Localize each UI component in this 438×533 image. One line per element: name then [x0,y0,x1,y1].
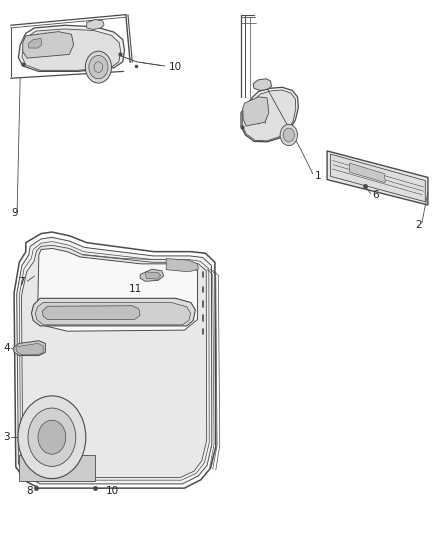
Polygon shape [23,31,74,58]
Polygon shape [17,237,212,484]
Polygon shape [243,97,269,126]
Text: 4: 4 [3,343,10,353]
Polygon shape [327,151,428,205]
Polygon shape [18,25,124,71]
Polygon shape [28,38,42,48]
Circle shape [283,128,294,142]
Polygon shape [19,241,209,480]
Polygon shape [350,163,385,183]
Polygon shape [32,298,195,326]
Circle shape [28,408,76,466]
Polygon shape [14,341,46,356]
Text: 2: 2 [415,220,421,230]
Text: 7: 7 [18,277,25,287]
Polygon shape [140,269,164,281]
Polygon shape [242,90,296,141]
Polygon shape [241,87,298,142]
Text: 6: 6 [372,190,379,200]
Circle shape [18,396,86,479]
Polygon shape [38,248,198,331]
Text: 10: 10 [106,486,119,496]
Circle shape [89,55,108,79]
Polygon shape [22,29,120,70]
Text: 3: 3 [3,432,10,442]
Polygon shape [35,303,191,325]
Text: 10: 10 [169,62,182,71]
Text: 8: 8 [27,486,33,496]
Polygon shape [145,272,161,279]
Circle shape [280,124,297,146]
Polygon shape [331,154,425,202]
Polygon shape [87,19,104,29]
Polygon shape [166,259,198,272]
Polygon shape [16,343,43,354]
Polygon shape [42,306,140,319]
Text: 11: 11 [129,284,142,294]
Polygon shape [19,455,95,481]
Circle shape [38,420,66,454]
Text: 1: 1 [315,172,321,181]
Text: 9: 9 [11,208,18,219]
Circle shape [85,51,111,83]
Polygon shape [21,245,207,478]
Polygon shape [253,79,272,91]
